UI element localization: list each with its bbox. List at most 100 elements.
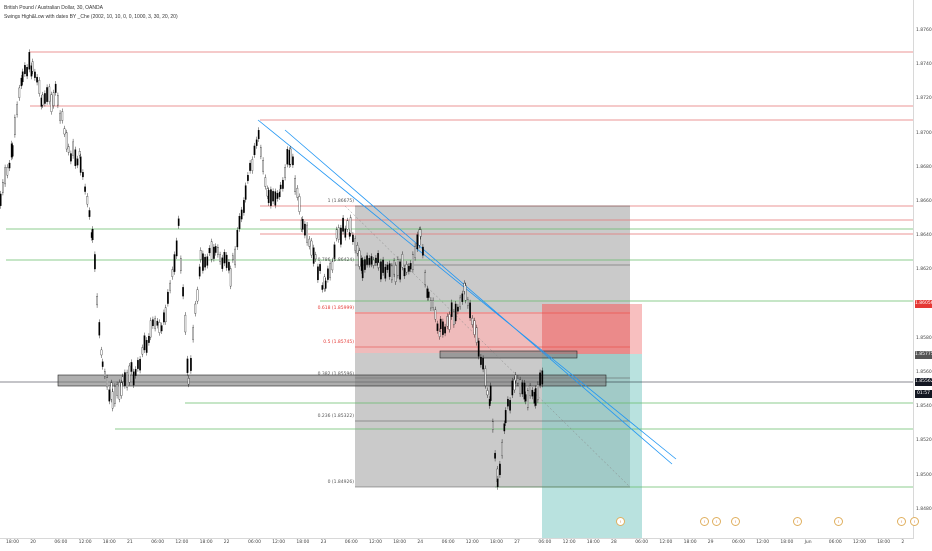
candle bbox=[473, 320, 476, 335]
candle bbox=[148, 336, 150, 343]
candle bbox=[139, 358, 141, 371]
economic-event-icon[interactable]: ! bbox=[793, 517, 802, 526]
candle bbox=[264, 177, 267, 187]
time-tick: 18:00 bbox=[393, 540, 407, 545]
economic-event-icon[interactable]: ! bbox=[700, 517, 709, 526]
candle bbox=[14, 117, 16, 135]
candle bbox=[46, 87, 48, 102]
candle bbox=[541, 370, 544, 385]
time-tick: 06:00 bbox=[248, 540, 261, 545]
candle bbox=[8, 162, 11, 169]
trendline-lower bbox=[284, 129, 673, 465]
candle bbox=[286, 149, 289, 165]
candle bbox=[111, 391, 114, 409]
candle bbox=[31, 61, 34, 72]
candle bbox=[156, 320, 159, 326]
candle bbox=[340, 227, 342, 245]
candle bbox=[54, 83, 57, 93]
time-tick: 12:00 bbox=[853, 540, 866, 545]
candle bbox=[408, 265, 410, 272]
candle bbox=[221, 257, 224, 269]
candle bbox=[471, 317, 474, 325]
candle bbox=[354, 238, 356, 251]
time-tick: 06:00 bbox=[538, 540, 552, 545]
candle bbox=[484, 368, 487, 386]
candle bbox=[21, 71, 24, 83]
price-tick: 1.85000 bbox=[916, 472, 932, 478]
candle bbox=[370, 256, 373, 265]
candle bbox=[319, 264, 321, 272]
candle bbox=[364, 259, 366, 270]
candle bbox=[521, 382, 524, 395]
candle bbox=[180, 258, 182, 271]
candle bbox=[6, 167, 9, 176]
candle bbox=[229, 268, 232, 287]
price-axis[interactable] bbox=[913, 0, 932, 538]
economic-event-icon[interactable]: ! bbox=[712, 517, 721, 526]
risk-overlay bbox=[542, 304, 630, 354]
candle bbox=[270, 189, 272, 206]
economic-event-icon[interactable]: ! bbox=[834, 517, 843, 526]
candle bbox=[475, 327, 478, 343]
indicator-label[interactable]: Swings High&Low with dates BY _Che (2002… bbox=[4, 14, 178, 20]
time-tick: 22 bbox=[223, 540, 230, 545]
time-tick: 18:00 bbox=[199, 540, 213, 545]
candle bbox=[329, 263, 331, 278]
price-tick: 1.87600 bbox=[916, 28, 932, 33]
time-tick: 23 bbox=[320, 540, 327, 545]
candle bbox=[199, 250, 202, 260]
candle bbox=[163, 312, 165, 323]
candle bbox=[416, 234, 419, 250]
candle bbox=[274, 191, 277, 206]
economic-event-icon[interactable]: ! bbox=[910, 517, 919, 526]
candle bbox=[137, 360, 139, 369]
candle bbox=[278, 191, 281, 198]
candle bbox=[154, 318, 156, 329]
candle bbox=[401, 254, 404, 268]
candle bbox=[253, 145, 256, 156]
candle bbox=[414, 246, 416, 258]
economic-event-icon[interactable]: ! bbox=[897, 517, 906, 526]
economic-event-icon[interactable]: ! bbox=[616, 517, 625, 526]
candle bbox=[4, 167, 6, 185]
candle bbox=[219, 254, 221, 262]
candle bbox=[422, 246, 424, 256]
candle bbox=[524, 394, 527, 402]
candle bbox=[312, 247, 315, 264]
candle bbox=[450, 302, 453, 317]
candle bbox=[333, 244, 336, 259]
candle bbox=[243, 200, 245, 213]
time-axis[interactable] bbox=[0, 538, 914, 551]
candle bbox=[76, 158, 79, 166]
time-tick: 29 bbox=[707, 540, 714, 545]
time-tick: 12:00 bbox=[562, 540, 576, 545]
candle bbox=[236, 230, 239, 248]
candle bbox=[100, 349, 103, 356]
candle bbox=[59, 112, 61, 121]
candle bbox=[405, 264, 408, 273]
demand-zone-rect bbox=[57, 374, 607, 387]
candle bbox=[496, 478, 499, 487]
candle bbox=[284, 167, 286, 178]
candle bbox=[331, 261, 334, 271]
candle bbox=[492, 421, 494, 430]
price-tick: 1.87400 bbox=[916, 62, 932, 68]
candle bbox=[438, 331, 441, 337]
candle bbox=[272, 191, 274, 202]
candle bbox=[82, 172, 84, 178]
candle bbox=[377, 262, 380, 268]
time-tick: 06:00 bbox=[441, 540, 455, 545]
candle bbox=[192, 327, 194, 340]
candle bbox=[38, 79, 41, 94]
candle bbox=[403, 268, 406, 277]
candle bbox=[251, 159, 254, 171]
time-tick: 24 bbox=[417, 540, 424, 545]
economic-event-icon[interactable]: ! bbox=[731, 517, 740, 526]
candle bbox=[419, 229, 422, 237]
candle bbox=[28, 52, 31, 70]
price-tick: 1.86200 bbox=[916, 267, 932, 273]
candle bbox=[511, 380, 514, 396]
time-tick: 18:00 bbox=[6, 540, 19, 545]
fib-level-label: 1 (1.86675) bbox=[327, 199, 354, 204]
